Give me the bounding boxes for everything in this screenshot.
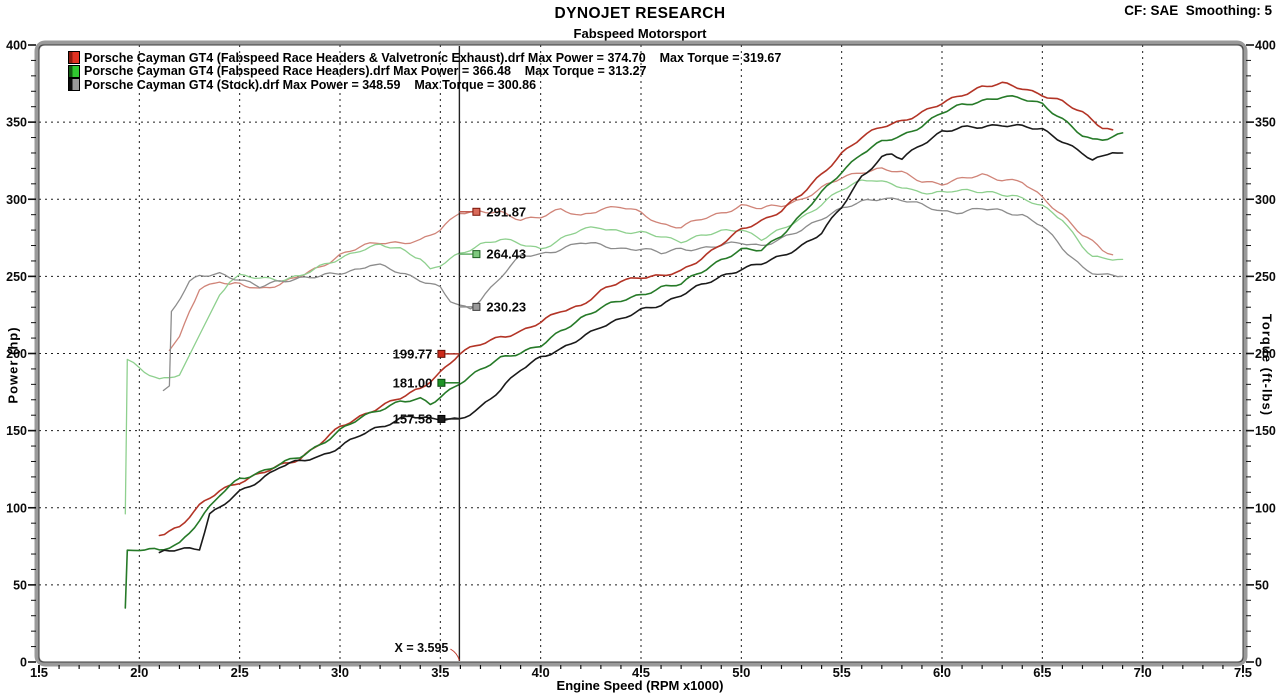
legend-item[interactable]: Porsche Cayman GT4 (Fabspeed Race Header…	[68, 64, 781, 79]
y-axis-tick-label-right: 150	[1255, 424, 1276, 438]
legend-swatch	[68, 51, 80, 65]
cursor-marker-dot	[437, 349, 446, 358]
cursor-marker-value: 181.00	[393, 375, 433, 390]
legend-label: Porsche Cayman GT4 (Fabspeed Race Header…	[84, 50, 782, 65]
legend-item[interactable]: Porsche Cayman GT4 (Stock).drf Max Power…	[68, 78, 781, 92]
y-axis-tick-label-left: 100	[6, 501, 27, 515]
plot-frame-inner	[38, 44, 1244, 663]
series-curve-valvetronic-torque	[168, 167, 1114, 352]
x-axis-tick-label: 6.0	[933, 665, 951, 680]
x-axis-tick-label: 2.5	[231, 665, 249, 680]
y-axis-tick-label-right: 300	[1255, 193, 1276, 207]
legend-swatch	[68, 78, 80, 92]
cursor-marker-dot	[472, 250, 481, 259]
y-axis-tick-label-right: 250	[1255, 270, 1276, 284]
x-axis-tick-label: 3.5	[431, 665, 449, 680]
series-curve-stock-torque	[162, 197, 1124, 392]
series-curve-headers-torque	[124, 179, 1124, 515]
x-axis-tick-label: 6.5	[1033, 665, 1051, 680]
y-axis-tick-label-left: 300	[6, 193, 27, 207]
y-axis-tick-label-left: 200	[6, 347, 27, 361]
plot-frame	[34, 40, 1248, 667]
cursor-marker-dot	[437, 414, 446, 423]
y-axis-tick-label-left: 250	[6, 270, 27, 284]
x-axis-tick-label: 2.0	[130, 665, 148, 680]
cursor-marker-value: 199.77	[393, 346, 433, 361]
x-axis-tick-label: 7.0	[1134, 665, 1152, 680]
series-curve-headers-power	[124, 95, 1124, 609]
legend-item[interactable]: Porsche Cayman GT4 (Fabspeed Race Header…	[68, 51, 781, 65]
y-axis-tick-label-left: 150	[6, 424, 27, 438]
y-axis-tick-label-left: 400	[6, 39, 27, 53]
y-axis-title-right: Torque (ft-lbs)	[1259, 313, 1275, 417]
y-axis-tick-label-left: 0	[20, 656, 27, 670]
cursor-marker-dot	[437, 378, 446, 387]
chart-legend: Porsche Cayman GT4 (Fabspeed Race Header…	[68, 51, 781, 92]
y-axis-tick-label-left: 350	[6, 116, 27, 130]
x-axis-tick-label: 1.5	[30, 665, 48, 680]
x-axis-tick-label: 3.0	[331, 665, 349, 680]
legend-label: Porsche Cayman GT4 (Fabspeed Race Header…	[84, 64, 647, 79]
cursor-marker-value: 157.58	[393, 411, 433, 426]
y-axis-title-left: Power (hp)	[5, 326, 21, 404]
legend-swatch	[68, 64, 80, 78]
x-axis-tick-label: 7.5	[1234, 665, 1252, 680]
cursor-marker-value: 264.43	[486, 247, 526, 262]
y-axis-tick-label-left: 50	[13, 578, 27, 592]
y-axis-tick-label-right: 100	[1255, 501, 1276, 515]
x-axis-tick-label: 5.0	[732, 665, 750, 680]
x-axis-tick-label: 4.0	[532, 665, 550, 680]
y-axis-tick-label-right: 350	[1255, 116, 1276, 130]
correction-smoothing-label: CF: SAE Smoothing: 5	[1124, 3, 1272, 18]
x-axis-tick-label: 4.5	[632, 665, 650, 680]
series-curve-stock-power	[158, 123, 1124, 554]
x-axis-title: Engine Speed (RPM x1000)	[556, 678, 724, 693]
y-axis-tick-label-right: 0	[1255, 656, 1262, 670]
cursor-marker-value: 291.87	[486, 204, 526, 219]
legend-label: Porsche Cayman GT4 (Stock).drf Max Power…	[84, 77, 537, 92]
cursor-marker-dot	[472, 207, 481, 216]
cursor-x-label: X = 3.595	[395, 641, 449, 655]
cursor-marker-dot	[472, 302, 481, 311]
y-axis-tick-label-right: 50	[1255, 578, 1269, 592]
cursor-marker-value: 230.23	[486, 299, 526, 314]
x-axis-tick-label: 5.5	[833, 665, 851, 680]
y-axis-tick-label-right: 200	[1255, 347, 1276, 361]
y-axis-tick-label-right: 400	[1255, 39, 1276, 53]
cursor-x-callout	[450, 648, 460, 661]
